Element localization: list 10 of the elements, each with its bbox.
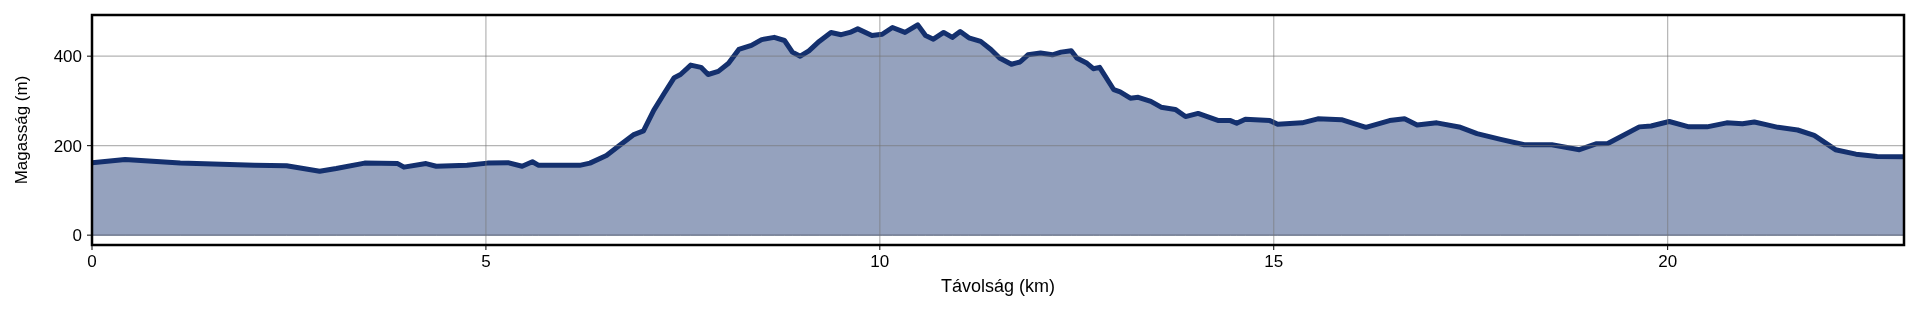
x-tick-label: 0 xyxy=(87,252,97,271)
y-tick-label: 400 xyxy=(53,47,82,67)
x-tick-label: 10 xyxy=(870,252,890,271)
x-axis-title: Távolság (km) xyxy=(940,276,1056,296)
y-tick-label: 0 xyxy=(72,226,82,246)
x-tick-label: 20 xyxy=(1658,252,1678,271)
y-axis-title: Magasság (m) xyxy=(12,75,31,185)
x-tick-label: 15 xyxy=(1264,252,1284,271)
x-tick-label: 5 xyxy=(481,252,491,271)
y-tick-label: 200 xyxy=(53,136,82,156)
